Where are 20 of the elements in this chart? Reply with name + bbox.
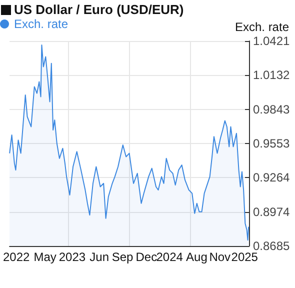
x-tick-label: May	[34, 250, 56, 264]
x-tick-label: Jun	[90, 250, 110, 264]
y-tick-label: 0.9264	[253, 170, 290, 185]
x-tick-label: Sep	[112, 250, 134, 264]
x-tick-label: Dec	[136, 250, 158, 264]
x-tick-label: Nov	[209, 250, 231, 264]
chart-title: US Dollar / Euro (USD/EUR)	[14, 2, 184, 17]
x-tick-label: 2024	[156, 250, 184, 264]
y-tick-label: 1.0132	[253, 68, 290, 82]
x-tick-label: 2025	[231, 250, 258, 264]
x-tick-label: 2022	[2, 250, 30, 264]
y-axis-title: Exch. rate	[234, 20, 290, 34]
y-tick-label: 1.0421	[253, 34, 290, 48]
y-tick-label: 0.8974	[253, 204, 290, 219]
x-tick-label: Aug	[186, 250, 208, 264]
x-tick-label: 2023	[58, 250, 86, 264]
y-tick-label: 0.9553	[253, 136, 290, 150]
legend-label: Exch. rate	[14, 17, 68, 31]
y-tick-label: 0.9843	[253, 102, 290, 116]
y-tick-label: 0.8685	[253, 239, 290, 253]
